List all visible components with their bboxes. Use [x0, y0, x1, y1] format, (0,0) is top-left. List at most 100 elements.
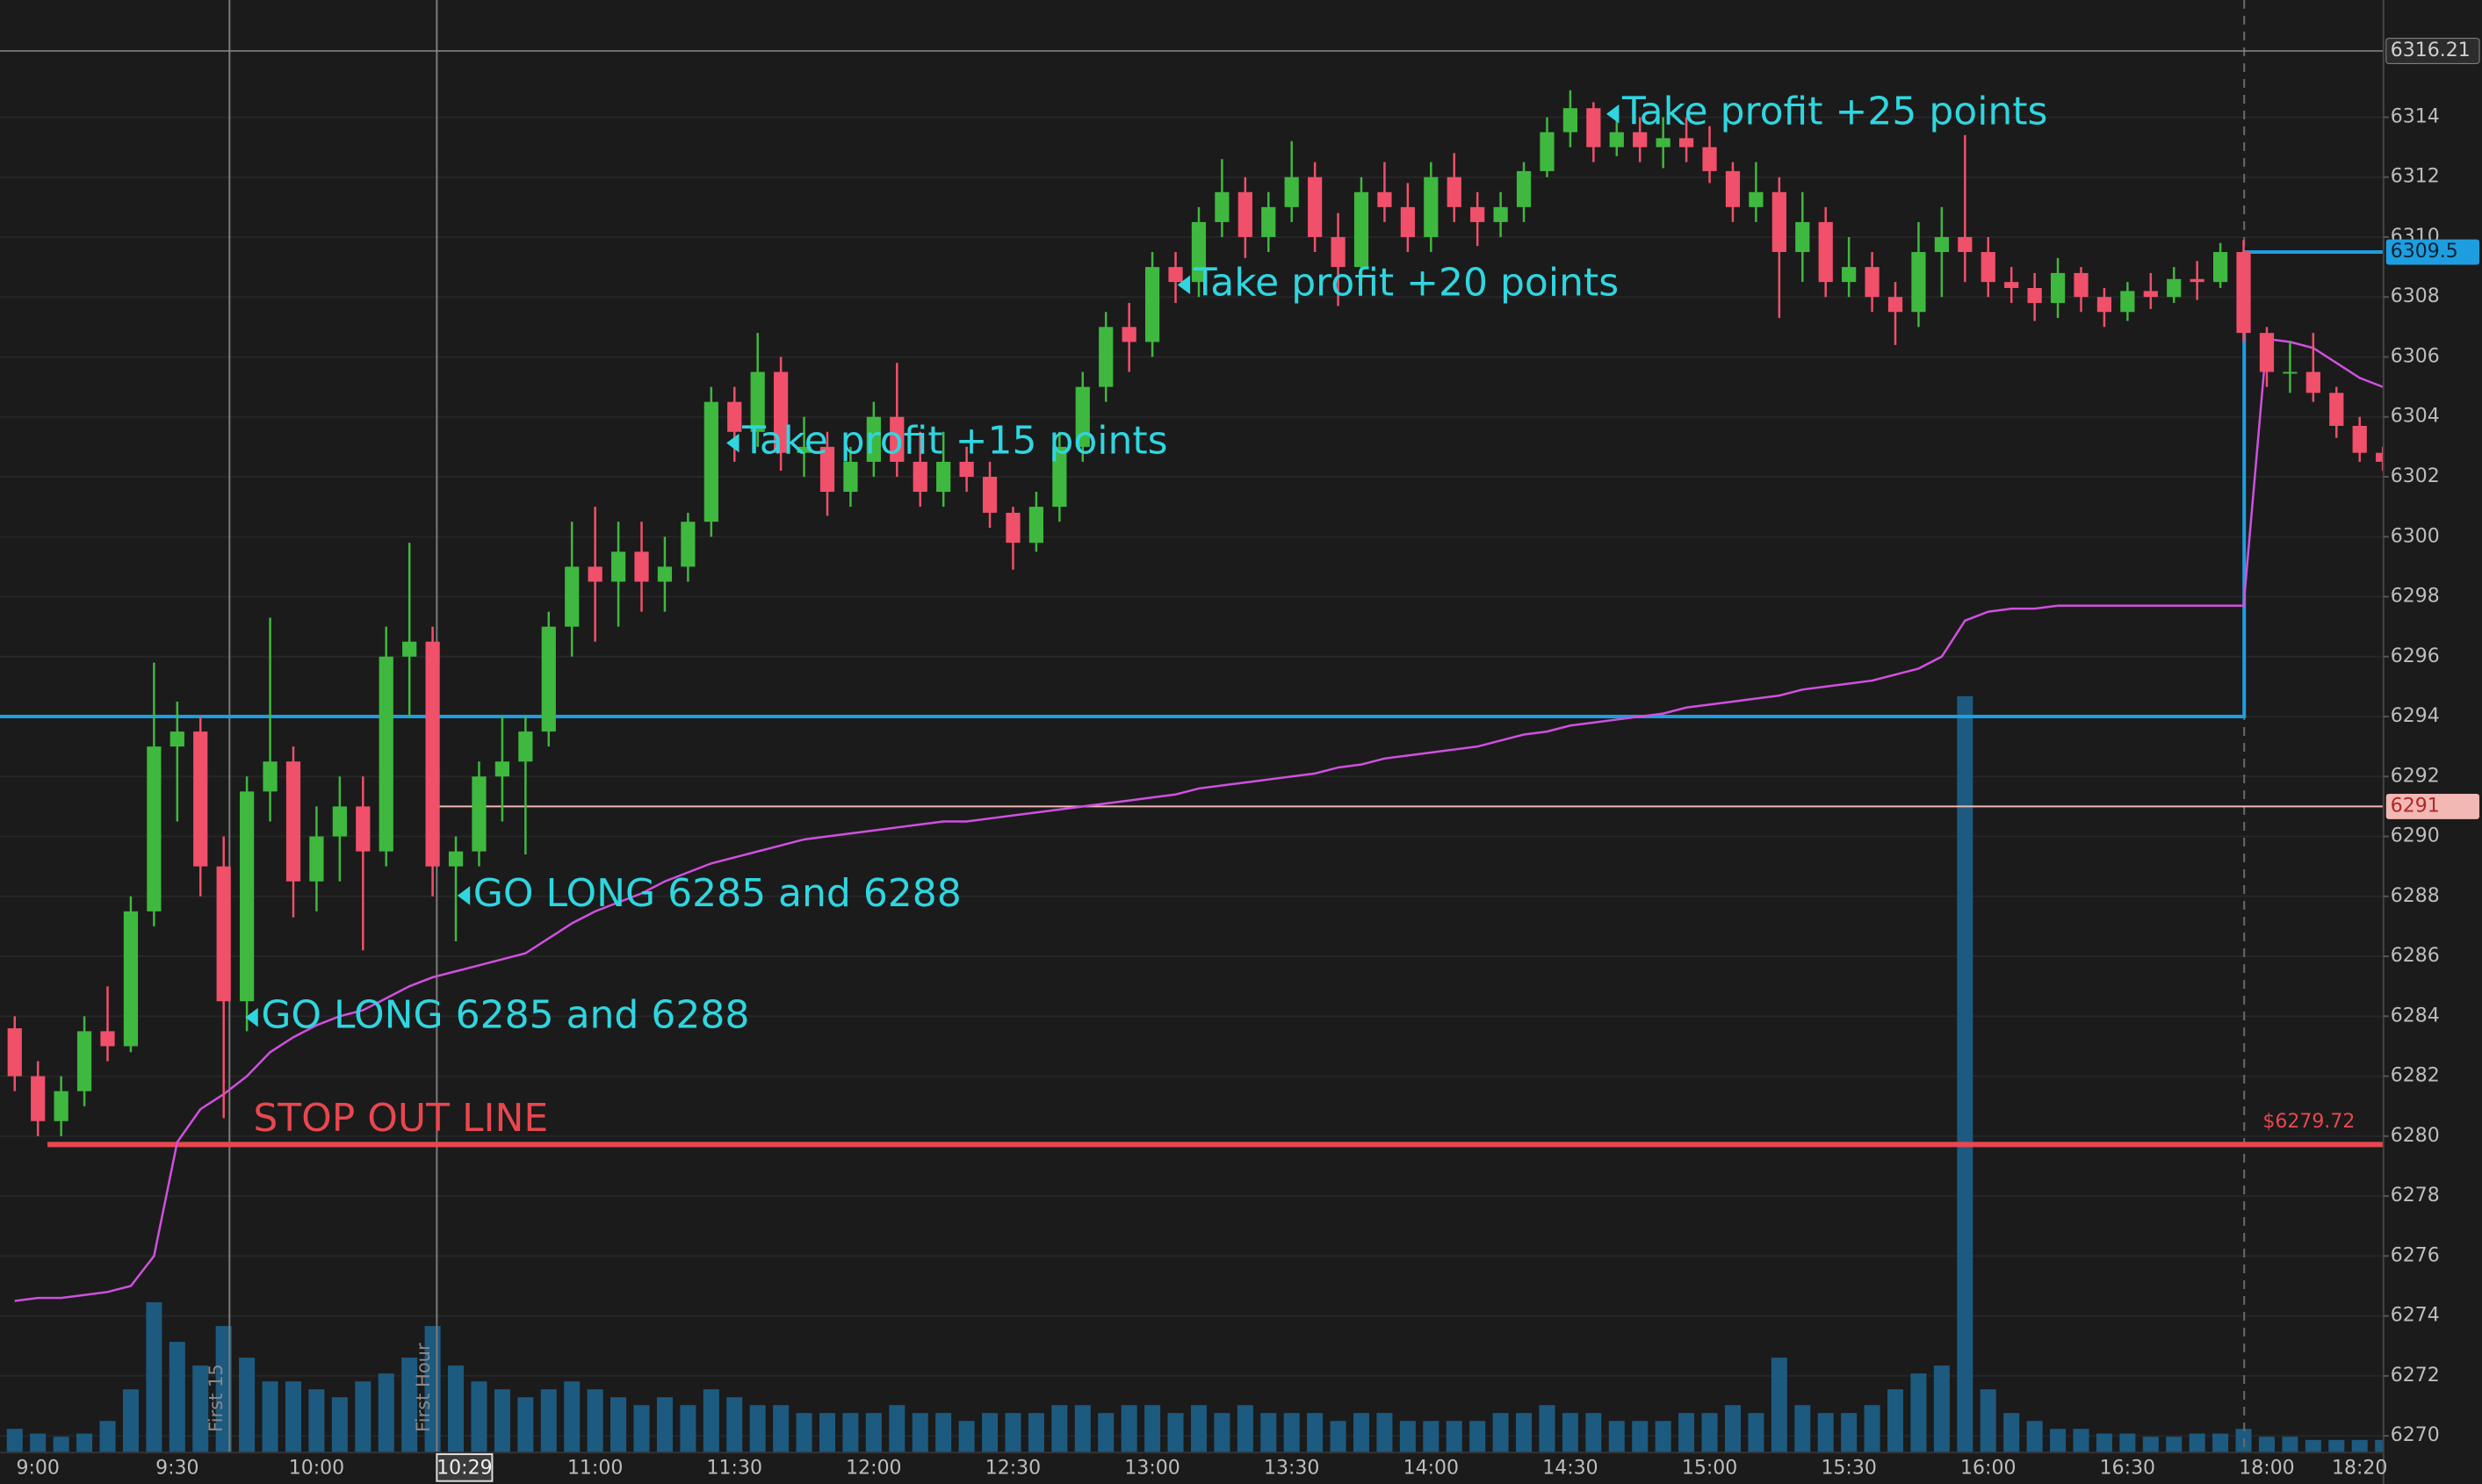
candle-body [1633, 132, 1648, 148]
annotation-arrow [726, 433, 740, 453]
y-tick-label: 6308 [2391, 285, 2440, 307]
candle-body [1099, 327, 1114, 387]
candle-body [1353, 191, 1369, 268]
volume-bar [1144, 1405, 1161, 1453]
x-tick-label: 14:00 [1403, 1457, 1459, 1479]
x-tick-label: 12:00 [846, 1457, 901, 1479]
volume-bar [564, 1381, 581, 1453]
candle-body [76, 1031, 92, 1091]
volume-bar [401, 1358, 418, 1453]
crosshair-time: 10:29 [437, 1457, 492, 1479]
volume-bar [2119, 1433, 2136, 1453]
annotation: Take profit +15 points [741, 419, 1167, 464]
candle-body [1006, 512, 1021, 544]
y-tick-label: 6280 [2391, 1125, 2440, 1147]
y-tick-label: 6312 [2391, 166, 2440, 188]
volume-bar [1376, 1413, 1393, 1453]
volume-bar [1190, 1405, 1207, 1453]
candle-body [1493, 206, 1508, 222]
volume-bar [1678, 1413, 1695, 1453]
volume-bar [192, 1365, 209, 1453]
candle-body [774, 371, 789, 453]
volume-bar [889, 1405, 905, 1453]
volume-bar [1399, 1421, 1416, 1453]
volume-bar [656, 1397, 673, 1453]
y-tick-label: 6314 [2391, 105, 2440, 127]
volume-bar [726, 1397, 743, 1453]
y-tick-label: 6286 [2391, 945, 2440, 967]
candle-body [866, 416, 881, 462]
y-tick-label: 6272 [2391, 1365, 2440, 1387]
level-label: 6291 [2391, 795, 2440, 817]
candle-body [1516, 170, 1532, 207]
candle-body [1725, 170, 1741, 207]
candle-body [2050, 272, 2066, 304]
candle-body [1215, 191, 1230, 222]
annotation: Take profit +25 points [1621, 90, 2047, 134]
volume-bar [1028, 1413, 1044, 1453]
volume-bar [1701, 1413, 1718, 1453]
candle-body [1377, 191, 1392, 207]
volume-bar [1539, 1405, 1555, 1453]
candle-body [1470, 206, 1485, 222]
candle-body [1934, 236, 1950, 253]
candle-body [518, 731, 533, 762]
candle-body [2143, 291, 2158, 298]
marker-label: First 15 [206, 1364, 227, 1432]
candle-body [193, 731, 208, 867]
volume-bar [53, 1437, 69, 1453]
candle-body [332, 806, 347, 837]
y-tick-label: 6288 [2391, 885, 2440, 907]
volume-bar [494, 1389, 510, 1453]
volume-bar [1121, 1405, 1137, 1453]
candle-body [425, 641, 440, 867]
candle-body [703, 401, 718, 522]
candle-body [1678, 138, 1694, 148]
volume-bar [865, 1413, 882, 1453]
candle-body [402, 641, 417, 657]
volume-bar [2026, 1421, 2043, 1453]
crosshair-time-box [436, 1453, 494, 1482]
candle-body [2283, 371, 2298, 374]
candle-body [2004, 282, 2019, 288]
x-tick-label: 10:00 [289, 1457, 344, 1479]
candle-body [657, 566, 673, 582]
candle-body [123, 911, 139, 1047]
y-tick-label: 6296 [2391, 645, 2440, 667]
volume-bar [215, 1326, 232, 1453]
volume-bar [1841, 1413, 1858, 1453]
y-tick-label: 6302 [2391, 465, 2440, 487]
volume-bar [912, 1413, 928, 1453]
volume-bar [2096, 1433, 2112, 1453]
candle-body [1331, 236, 1346, 268]
candle-body [797, 446, 812, 453]
candle-body [1865, 267, 1880, 298]
candle-body [147, 746, 162, 911]
candle-body [2120, 291, 2135, 313]
candle-body [1702, 147, 1717, 171]
annotation-arrow [245, 1007, 258, 1027]
volume-bar [2073, 1429, 2089, 1453]
volume-bar [633, 1405, 650, 1453]
volume-bar [1423, 1421, 1439, 1453]
candle-body [472, 776, 487, 852]
volume-bar [122, 1389, 139, 1453]
candle-body [1284, 176, 1299, 207]
candle-body [2167, 278, 2182, 298]
candle-body [285, 761, 301, 882]
candle-body [936, 461, 951, 493]
annotation-arrow [1606, 104, 1620, 124]
candle-body [2074, 272, 2089, 298]
volume-bar [2351, 1439, 2368, 1453]
volume-bar [1492, 1413, 1509, 1453]
y-tick-label: 6300 [2391, 525, 2440, 547]
candle-body [2305, 371, 2320, 393]
annotation: Take profit +20 points [1193, 260, 1619, 305]
volume-bar [1910, 1373, 1927, 1453]
y-tick-label: 6290 [2391, 825, 2440, 847]
candle-body [727, 401, 742, 432]
marker-label: First Hour [413, 1343, 434, 1432]
